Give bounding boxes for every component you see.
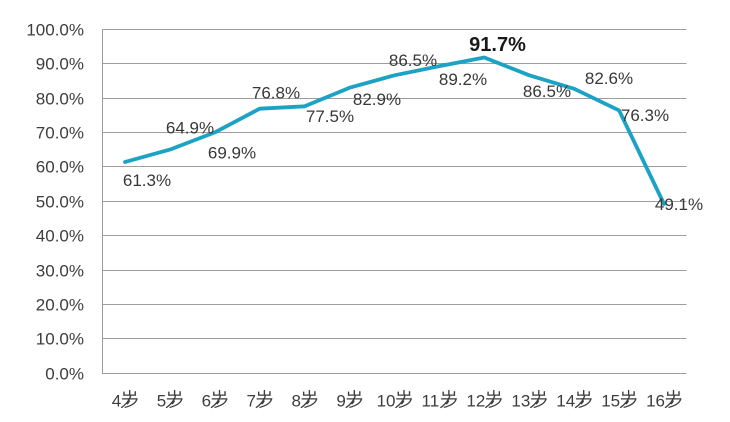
svg-text:15: 15 [601, 392, 620, 411]
svg-text:50.0%: 50.0% [36, 192, 84, 211]
svg-text:89.2%: 89.2% [439, 70, 487, 89]
svg-text:10: 10 [377, 392, 396, 411]
svg-text:11: 11 [422, 392, 440, 411]
svg-text:80.0%: 80.0% [36, 89, 84, 108]
svg-text:13: 13 [511, 392, 530, 411]
svg-text:7: 7 [247, 392, 256, 411]
svg-text:8: 8 [292, 392, 301, 411]
svg-text:16: 16 [646, 392, 665, 411]
svg-text:82.9%: 82.9% [353, 90, 401, 109]
svg-text:77.5%: 77.5% [306, 107, 354, 126]
svg-text:49.1%: 49.1% [655, 195, 703, 214]
svg-text:76.3%: 76.3% [621, 106, 669, 125]
svg-text:86.5%: 86.5% [523, 82, 571, 101]
svg-text:5: 5 [157, 392, 166, 411]
svg-text:40.0%: 40.0% [36, 226, 84, 245]
svg-text:70.0%: 70.0% [36, 123, 84, 142]
svg-text:4: 4 [112, 392, 121, 411]
svg-text:20.0%: 20.0% [36, 295, 84, 314]
svg-text:60.0%: 60.0% [36, 157, 84, 176]
svg-text:12: 12 [466, 392, 485, 411]
svg-text:76.8%: 76.8% [252, 84, 300, 103]
svg-text:86.5%: 86.5% [389, 51, 437, 70]
svg-text:82.6%: 82.6% [585, 69, 633, 88]
svg-text:10.0%: 10.0% [36, 329, 84, 348]
svg-text:90.0%: 90.0% [36, 54, 84, 73]
svg-text:100.0%: 100.0% [26, 20, 84, 39]
svg-text:64.9%: 64.9% [166, 119, 214, 138]
svg-text:30.0%: 30.0% [36, 261, 84, 280]
svg-text:0.0%: 0.0% [45, 364, 84, 383]
svg-text:6: 6 [202, 392, 211, 411]
svg-text:14: 14 [556, 392, 575, 411]
svg-text:91.7%: 91.7% [469, 34, 526, 56]
svg-text:9: 9 [336, 392, 345, 411]
svg-text:69.9%: 69.9% [208, 144, 256, 163]
svg-text:61.3%: 61.3% [123, 171, 171, 190]
